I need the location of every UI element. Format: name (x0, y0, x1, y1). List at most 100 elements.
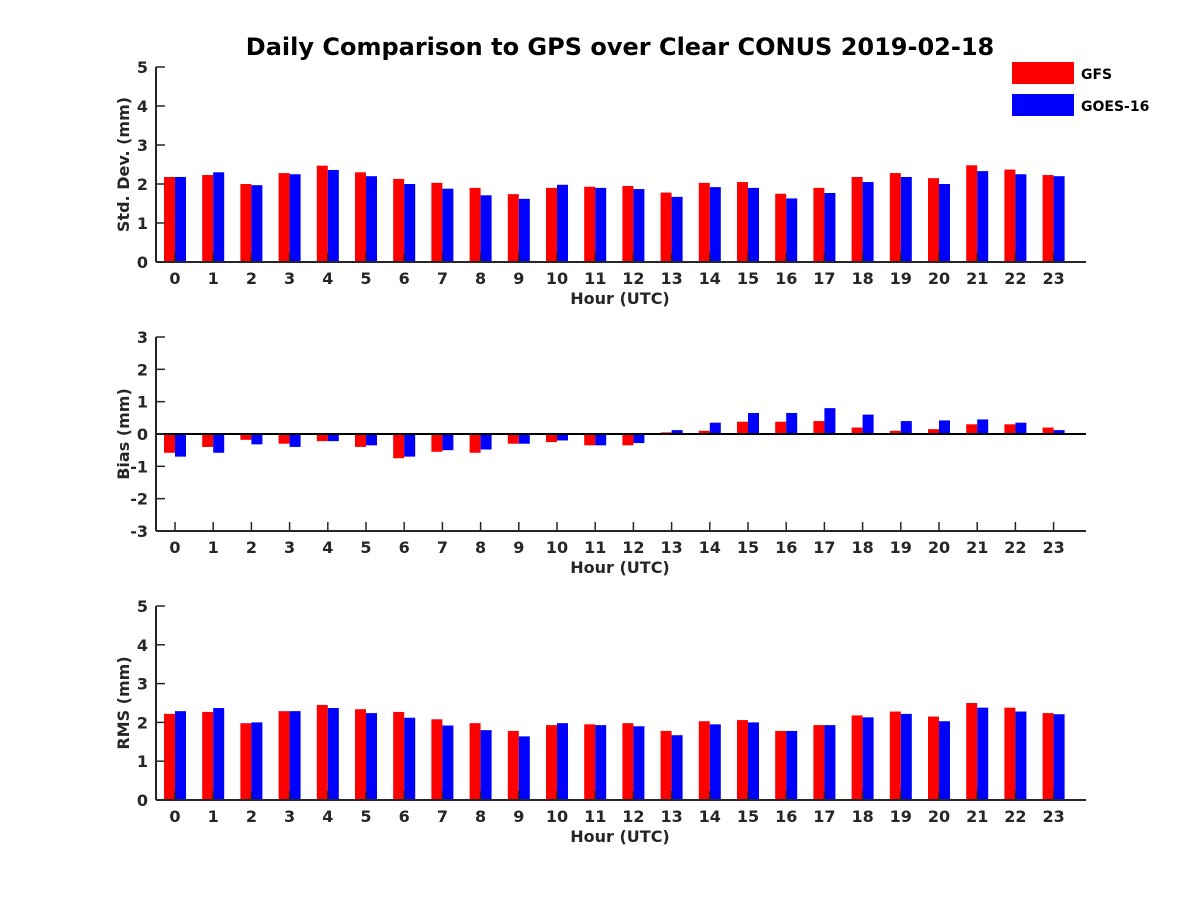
rms-x-tick-label: 4 (322, 807, 333, 826)
rms-bar-goes16-hour-14 (709, 724, 721, 800)
stddev-y-tick-label: 1 (137, 214, 148, 233)
bias-bar-gfs-hour-4 (316, 434, 328, 442)
bias-x-tick-label: 2 (246, 538, 257, 557)
rms-bar-goes16-hour-9 (518, 736, 530, 800)
stddev-bar-gfs-hour-4 (316, 165, 328, 262)
rms-bar-goes16-hour-5 (366, 713, 377, 800)
legend-label-gfs: GFS (1081, 67, 1112, 83)
stddev-x-axis-label: Hour (UTC) (570, 289, 670, 308)
rms-bar-gfs-hour-17 (813, 725, 825, 800)
rms-bar-gfs-hour-22 (1004, 707, 1016, 800)
rms-bar-goes16-hour-1 (213, 708, 225, 800)
rms-bar-goes16-hour-20 (939, 721, 950, 800)
rms-bar-goes16-hour-11 (595, 725, 607, 800)
stddev-bar-goes16-hour-14 (709, 187, 721, 262)
stddev-bar-goes16-hour-12 (633, 189, 645, 262)
stddev-x-tick-label: 16 (775, 269, 797, 288)
rms-y-tick-label: 2 (137, 713, 148, 732)
stddev-bar-gfs-hour-19 (889, 173, 901, 262)
bias-bar-goes16-hour-17 (824, 408, 836, 434)
stddev-bar-goes16-hour-7 (442, 188, 454, 262)
bias-y-tick-label: -3 (130, 522, 148, 541)
stddev-bar-gfs-hour-2 (240, 184, 252, 262)
rms-bar-gfs-hour-13 (660, 730, 672, 800)
bias-bar-gfs-hour-1 (202, 434, 214, 447)
bias-x-tick-label: 5 (360, 538, 371, 557)
stddev-bar-goes16-hour-8 (480, 195, 492, 262)
rms-bar-goes16-hour-3 (289, 711, 301, 800)
stddev-bar-gfs-hour-21 (966, 165, 978, 262)
stddev-bar-goes16-hour-10 (557, 184, 568, 262)
rms-x-tick-label: 9 (513, 807, 524, 826)
stddev-y-tick-label: 0 (137, 253, 148, 272)
rms-x-tick-label: 15 (737, 807, 759, 826)
stddev-bar-gfs-hour-10 (546, 187, 557, 262)
stddev-bar-goes16-hour-6 (404, 184, 416, 262)
bias-bar-gfs-hour-19 (889, 430, 901, 434)
bias-x-tick-label: 15 (737, 538, 759, 557)
rms-bar-gfs-hour-8 (469, 723, 481, 800)
rms-bar-goes16-hour-2 (251, 722, 263, 800)
bias-bar-goes16-hour-16 (786, 412, 798, 434)
stddev-bar-goes16-hour-5 (366, 176, 377, 262)
rms-bar-goes16-hour-17 (824, 725, 836, 800)
stddev-x-tick-label: 17 (813, 269, 835, 288)
stddev-bar-goes16-hour-15 (748, 187, 759, 262)
rms-bar-goes16-hour-0 (175, 711, 186, 800)
stddev-bar-gfs-hour-6 (393, 178, 405, 262)
stddev-x-tick-label: 13 (660, 269, 682, 288)
stddev-bar-goes16-hour-23 (1053, 176, 1065, 262)
bias-x-tick-label: 11 (584, 538, 606, 557)
bias-x-tick-label: 4 (322, 538, 333, 557)
stddev-bar-gfs-hour-20 (928, 178, 939, 262)
bias-bar-goes16-hour-18 (862, 414, 874, 434)
stddev-x-tick-label: 8 (475, 269, 486, 288)
bias-x-tick-label: 3 (284, 538, 295, 557)
bias-bar-gfs-hour-6 (393, 434, 405, 459)
bias-y-tick-label: -2 (130, 490, 148, 509)
bias-bar-gfs-hour-2 (240, 434, 252, 440)
stddev-bar-gfs-hour-3 (278, 173, 290, 262)
rms-bar-gfs-hour-18 (851, 715, 863, 800)
rms-x-tick-label: 17 (813, 807, 835, 826)
bias-x-tick-label: 18 (851, 538, 873, 557)
rms-bar-gfs-hour-4 (316, 704, 328, 800)
rms-x-tick-label: 11 (584, 807, 606, 826)
rms-bar-goes16-hour-23 (1053, 714, 1065, 800)
bias-bar-goes16-hour-4 (327, 434, 339, 442)
bias-bar-goes16-hour-3 (289, 434, 301, 447)
stddev-x-tick-label: 14 (699, 269, 721, 288)
rms-x-axis-label: Hour (UTC) (570, 827, 670, 846)
stddev-y-tick-label: 2 (137, 175, 148, 194)
stddev-bar-gfs-hour-16 (775, 193, 787, 262)
bias-x-tick-label: 20 (928, 538, 950, 557)
rms-bar-goes16-hour-13 (671, 735, 683, 800)
stddev-x-tick-label: 3 (284, 269, 295, 288)
bias-bar-goes16-hour-21 (977, 419, 989, 434)
rms-x-tick-label: 14 (699, 807, 721, 826)
rms-bar-goes16-hour-15 (748, 722, 759, 800)
stddev-bar-gfs-hour-18 (851, 176, 863, 262)
rms-bar-goes16-hour-19 (900, 713, 912, 800)
stddev-bar-gfs-hour-5 (355, 172, 366, 262)
rms-bar-goes16-hour-7 (442, 725, 454, 800)
rms-x-tick-label: 13 (660, 807, 682, 826)
bias-x-tick-label: 12 (622, 538, 644, 557)
bias-bar-goes16-hour-20 (939, 420, 950, 434)
stddev-x-tick-label: 0 (169, 269, 180, 288)
bias-bar-goes16-hour-6 (404, 434, 416, 457)
rms-bar-goes16-hour-10 (557, 723, 568, 800)
bias-bar-gfs-hour-7 (431, 434, 443, 452)
rms-x-tick-label: 7 (437, 807, 448, 826)
stddev-bar-gfs-hour-1 (202, 175, 214, 262)
stddev-bar-gfs-hour-15 (737, 182, 748, 262)
bias-y-tick-label: 2 (137, 360, 148, 379)
rms-bar-gfs-hour-0 (164, 713, 175, 800)
bias-bar-gfs-hour-21 (966, 424, 978, 434)
stddev-x-tick-label: 10 (546, 269, 568, 288)
stddev-bar-goes16-hour-13 (671, 196, 683, 262)
stddev-bar-gfs-hour-0 (164, 176, 175, 262)
stddev-bar-goes16-hour-11 (595, 187, 607, 262)
